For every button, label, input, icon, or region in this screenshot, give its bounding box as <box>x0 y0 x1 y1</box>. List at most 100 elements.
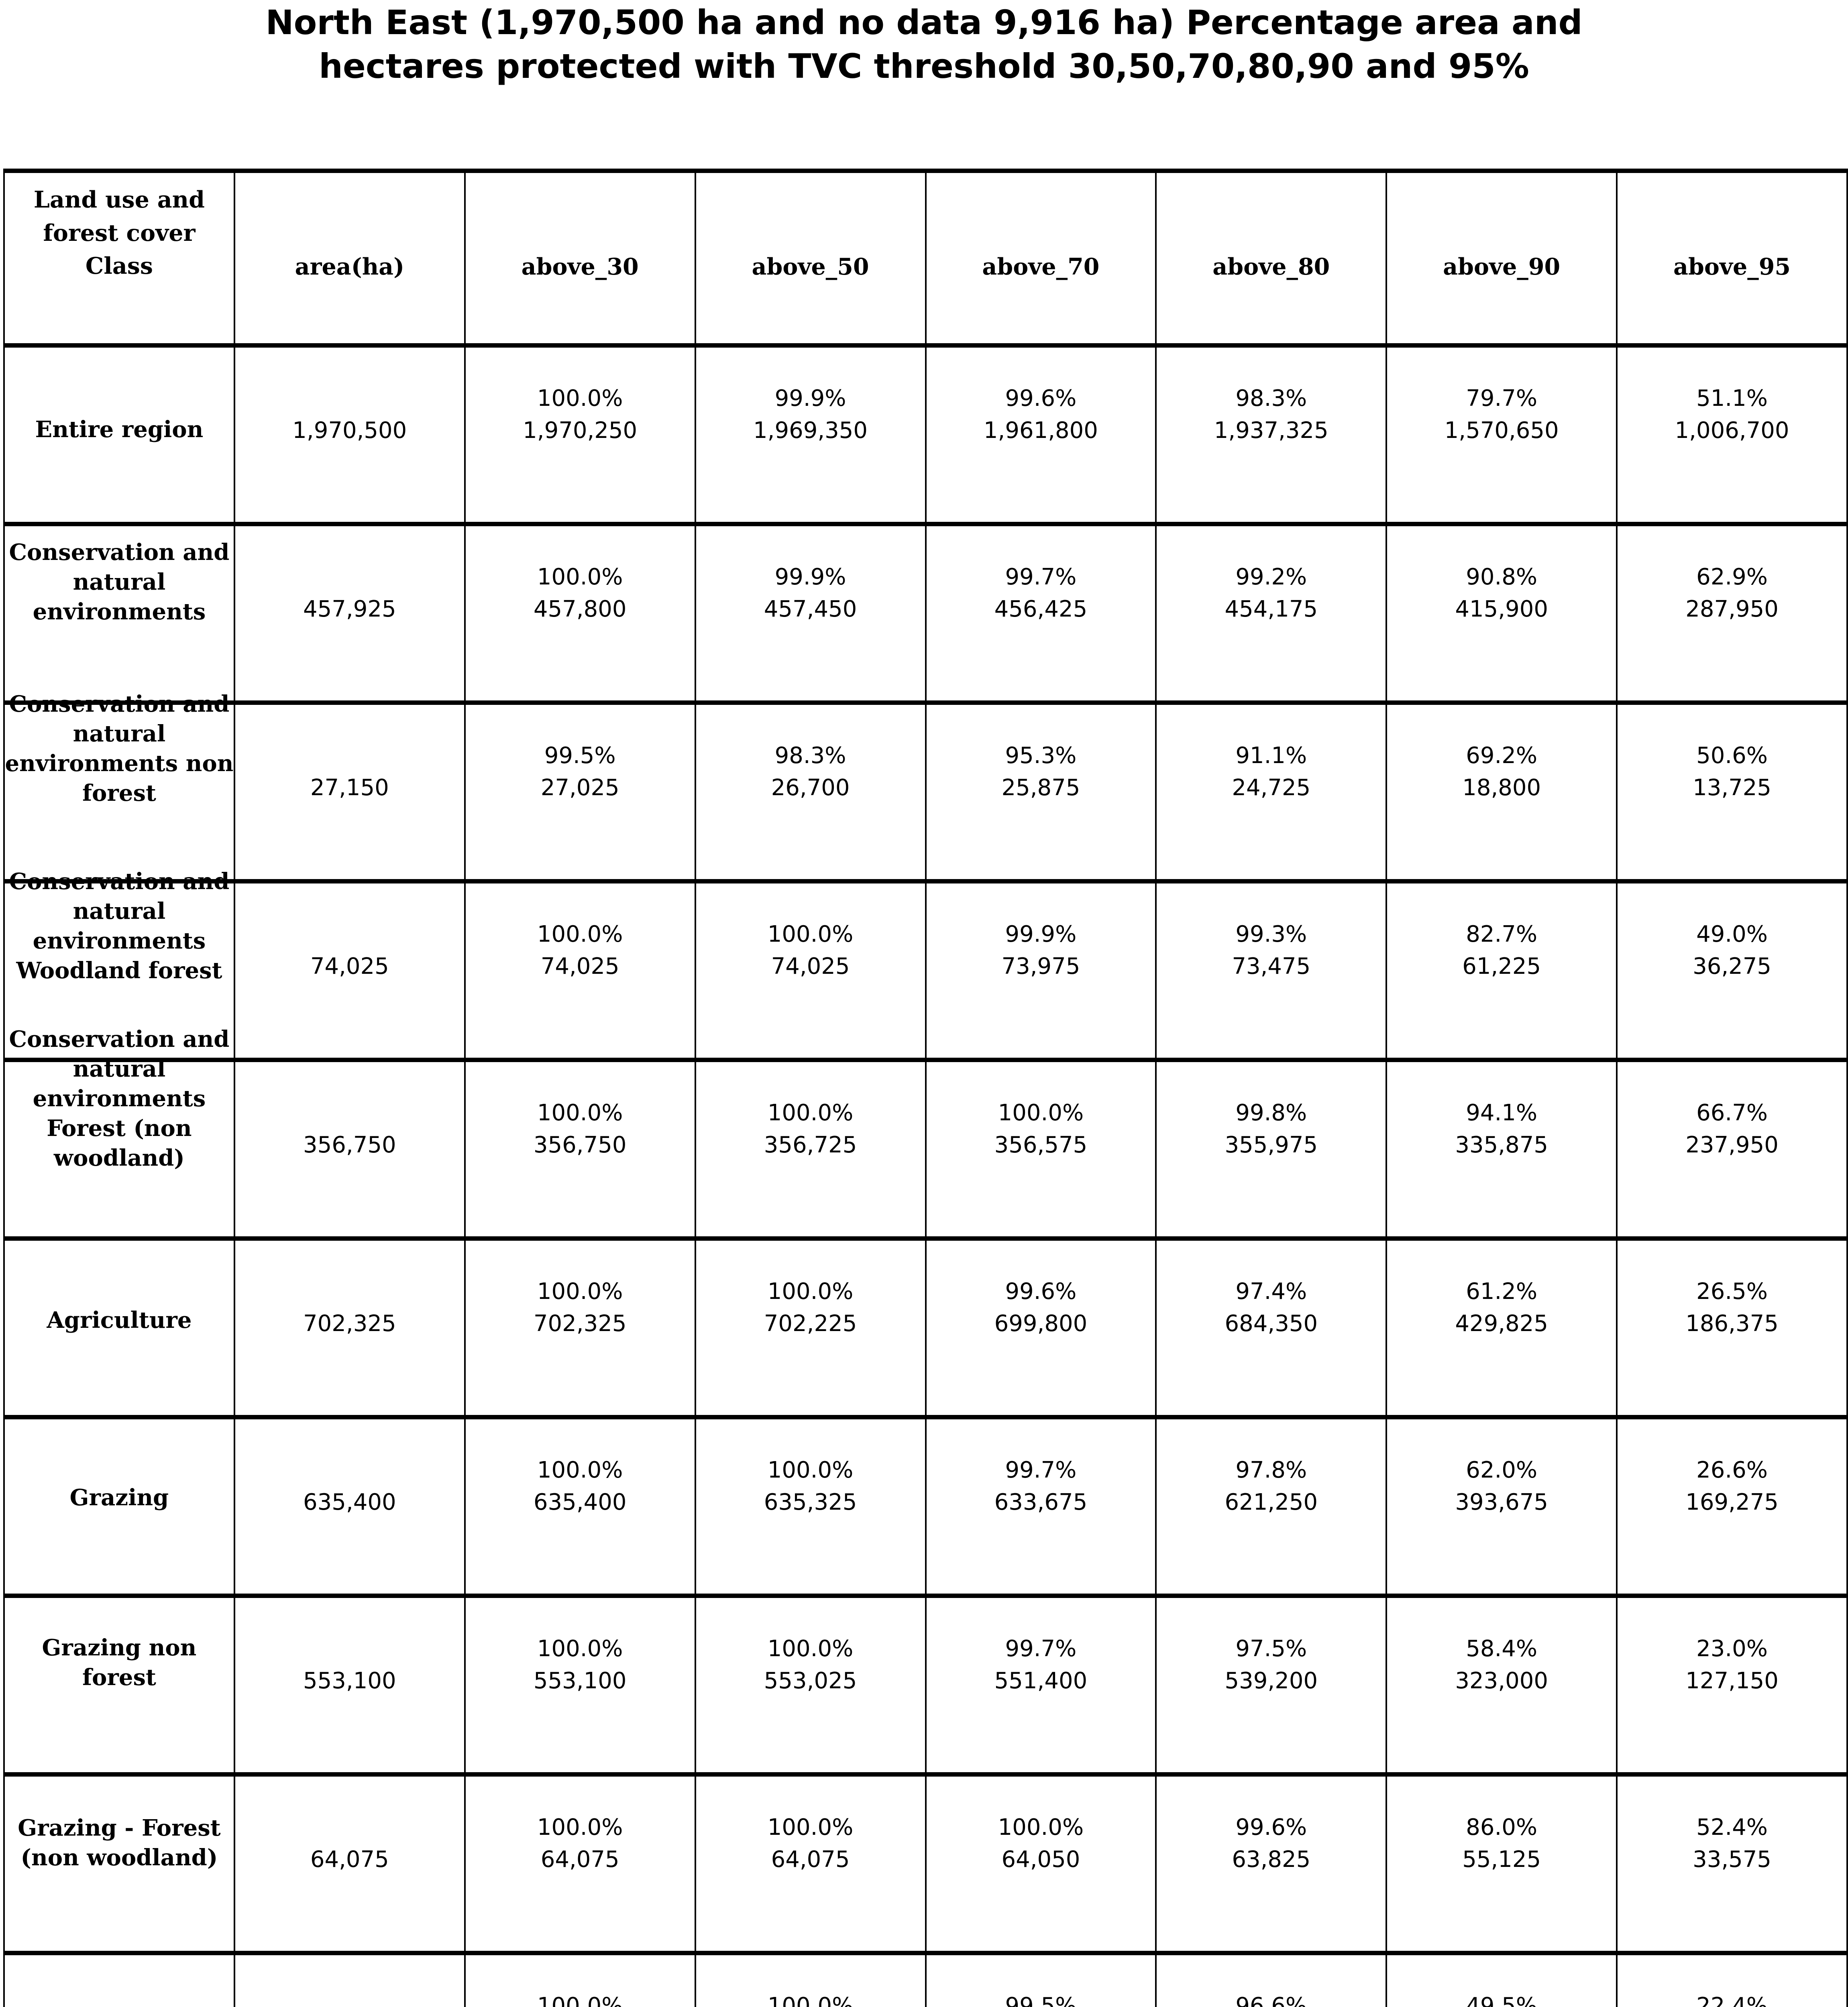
cell-values: 99.8% 355,975 <box>1225 1097 1318 1161</box>
row-label: Grazing <box>69 1484 169 1511</box>
area-cell: 74,025 <box>235 883 466 1058</box>
cell-values: 99.9% 1,969,350 <box>753 383 868 447</box>
row-label-cell: Conservation and natural environments Fo… <box>5 1026 235 1236</box>
threshold-cell: 86.0% 55,125 <box>1387 1777 1618 1951</box>
row-label: Agriculture <box>47 1307 192 1334</box>
percent-value: 100.0% <box>537 1278 623 1305</box>
hectares-value: 635,400 <box>533 1489 627 1515</box>
hectares-value: 1,937,325 <box>1214 417 1328 444</box>
row-label: Conservation and natural environments Wo… <box>9 868 230 984</box>
table-row: Conservation and natural environments Wo… <box>5 868 1846 1058</box>
table-row: Conservation and natural environments no… <box>5 691 1846 879</box>
threshold-cell: 97.4% 684,350 <box>1157 1241 1388 1415</box>
percent-value <box>303 1633 396 1665</box>
threshold-cell: 100.0% 356,575 <box>927 1062 1157 1236</box>
cell-values: 90.8% 415,900 <box>1455 561 1548 625</box>
table-row: Grazing - Forest (non woodland) 64,075 10… <box>5 1772 1846 1951</box>
row-label-cell: Agriculture <box>5 1241 235 1415</box>
area-cell: 635,400 <box>235 1419 466 1594</box>
percent-value: 26.5% <box>1696 1278 1768 1305</box>
hectares-value: 73,975 <box>1001 953 1080 979</box>
table-row: Grazing 635,400 100.0% 635,400 100.0% 635,32… <box>5 1415 1846 1594</box>
threshold-cell: 49.0% 36,275 <box>1618 883 1846 1058</box>
table-row: Irrigation 37,000 100.0%37,000 100.0%37,00… <box>5 1951 1846 2007</box>
threshold-cell: 100.0% 74,025 <box>696 883 927 1058</box>
cell-values: 97.8% 621,250 <box>1225 1454 1318 1518</box>
column-header-label: above_70 <box>982 253 1100 280</box>
hectares-value: 24,725 <box>1232 775 1311 801</box>
row-label-cell: Conservation and natural environments <box>5 526 235 700</box>
percent-value: 100.0% <box>767 921 854 947</box>
hectares-value: 1,969,350 <box>753 417 868 444</box>
percent-value: 100.0% <box>537 1457 623 1483</box>
cell-values: 27,150 <box>310 740 389 804</box>
hectares-value: 356,575 <box>994 1132 1088 1158</box>
cell-values: 99.9% 73,975 <box>1001 918 1080 983</box>
percent-value: 100.0% <box>537 921 623 947</box>
cell-values: 61.2% 429,825 <box>1455 1276 1548 1340</box>
hectares-value: 457,925 <box>303 596 396 622</box>
row-label: Entire region <box>35 416 204 443</box>
hectares-value: 539,200 <box>1225 1668 1318 1694</box>
threshold-cell: 90.8% 415,900 <box>1387 526 1618 700</box>
row-label: Grazing - Forest (non woodland) <box>18 1815 221 1871</box>
percent-value <box>303 561 396 593</box>
threshold-cell: 100.0% 553,100 <box>466 1598 696 1772</box>
percent-value: 100.0% <box>767 1457 854 1483</box>
cell-values: 100.0% 64,075 <box>537 1812 623 1876</box>
hectares-value: 457,450 <box>764 596 857 622</box>
cell-values: 100.0% 64,075 <box>768 1812 854 1876</box>
cell-values: 82.7% 61,225 <box>1462 918 1541 983</box>
cell-values: 91.1% 24,725 <box>1232 740 1310 804</box>
threshold-cell: 61.2% 429,825 <box>1387 1241 1618 1415</box>
percent-value: 99.3% <box>1235 921 1307 947</box>
cell-values: 100.0% 702,325 <box>534 1276 627 1340</box>
percent-value: 98.3% <box>774 742 846 769</box>
percent-value: 96.6% <box>1235 1993 1307 2007</box>
threshold-cell: 100.0% 702,225 <box>696 1241 927 1415</box>
threshold-cell: 91.1% 24,725 <box>1157 705 1388 879</box>
hectares-value: 74,025 <box>771 953 850 979</box>
hectares-value: 456,425 <box>994 596 1088 622</box>
hectares-value: 429,825 <box>1455 1311 1548 1337</box>
cell-values: 50.6% 13,725 <box>1693 740 1771 804</box>
hectares-value: 323,000 <box>1455 1668 1548 1694</box>
percent-value: 100.0% <box>767 1814 854 1840</box>
threshold-cell: 23.0% 127,150 <box>1618 1598 1846 1772</box>
cell-values: 98.3% 1,937,325 <box>1214 383 1328 447</box>
hectares-value: 186,375 <box>1685 1311 1779 1337</box>
percent-value: 50.6% <box>1696 742 1768 769</box>
column-header-label: above_50 <box>752 253 869 280</box>
threshold-cell: 50.6% 13,725 <box>1618 705 1846 879</box>
percent-value: 86.0% <box>1466 1814 1538 1840</box>
cell-values: 58.4% 323,000 <box>1455 1633 1548 1697</box>
cell-values: 100.0% 356,575 <box>994 1097 1088 1161</box>
threshold-cell: 99.9% 1,969,350 <box>696 348 927 522</box>
hectares-value: 553,100 <box>303 1668 396 1694</box>
threshold-cell: 100.0% 635,400 <box>466 1419 696 1594</box>
hectares-value: 64,075 <box>540 1846 619 1873</box>
percent-value: 82.7% <box>1466 921 1538 947</box>
hectares-value: 27,025 <box>540 775 619 801</box>
threshold-cell: 99.8% 355,975 <box>1157 1062 1388 1236</box>
threshold-cell: 100.0% 356,725 <box>696 1062 927 1236</box>
cell-values: 62.9% 287,950 <box>1685 561 1779 625</box>
percent-value: 23.0% <box>1696 1635 1768 1662</box>
cell-values: 100.0% 553,025 <box>764 1633 857 1697</box>
threshold-cell: 99.7% 551,400 <box>927 1598 1157 1772</box>
percent-value: 62.9% <box>1696 564 1768 590</box>
cell-values: 100.0% 1,970,250 <box>523 383 637 447</box>
hectares-value: 26,700 <box>771 775 850 801</box>
row-label: Conservation and natural environments no… <box>5 691 234 806</box>
cell-values: 64,075 <box>310 1812 389 1876</box>
hectares-value: 454,175 <box>1225 596 1318 622</box>
hectares-value: 73,475 <box>1232 953 1311 979</box>
hectares-value: 74,025 <box>310 953 389 979</box>
table-row: Conservation and natural environments 45… <box>5 522 1846 700</box>
threshold-cell: 99.2% 454,175 <box>1157 526 1388 700</box>
cell-values: 100.0%37,000 <box>768 1990 854 2007</box>
percent-value <box>310 1812 389 1844</box>
table-row: Entire region 1,970,500 100.0% 1,970,250 99… <box>5 343 1846 522</box>
percent-value: 22.4% <box>1696 1993 1768 2007</box>
cell-values: 100.0% 457,800 <box>534 561 627 625</box>
